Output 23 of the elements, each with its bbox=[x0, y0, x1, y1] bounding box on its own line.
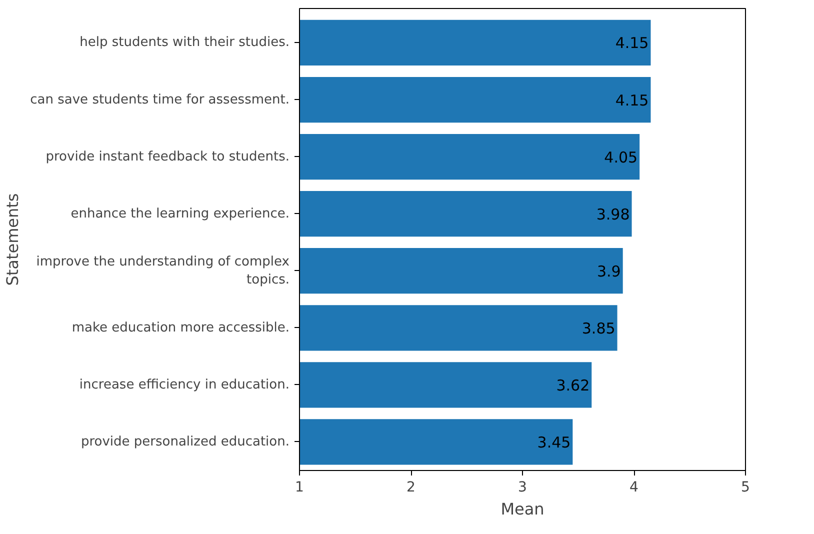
x-tick-label: 5 bbox=[741, 480, 750, 496]
y-tick-label: make education more accessible. bbox=[72, 320, 290, 336]
y-tick-label: can save students time for assessment. bbox=[30, 92, 290, 108]
y-axis-title: Statements bbox=[3, 193, 22, 286]
x-tick-label: 2 bbox=[406, 480, 416, 496]
data-label: 3.85 bbox=[582, 319, 616, 338]
x-tick-label: 3 bbox=[518, 480, 527, 496]
y-tick-label: increase efficiency in education. bbox=[79, 377, 290, 392]
data-label: 3.9 bbox=[596, 262, 621, 280]
y-tick-label: provide personalized education. bbox=[80, 434, 290, 450]
data-label: 3.62 bbox=[556, 376, 590, 394]
data-label: 4.05 bbox=[604, 148, 638, 166]
data-label: 4.15 bbox=[615, 34, 649, 52]
x-tick-label: 1 bbox=[295, 480, 304, 496]
x-tick-label: 4 bbox=[630, 480, 639, 496]
y-tick-label: improve the understanding of complex topics. bbox=[36, 254, 290, 288]
y-tick-label: enhance the learning experience. bbox=[70, 206, 290, 222]
x-axis-title: Mean bbox=[500, 500, 544, 518]
data-label: 3.45 bbox=[537, 433, 571, 452]
y-tick-label: provide instant feedback to students. bbox=[46, 149, 290, 164]
y-tick-label: help students with their studies. bbox=[80, 35, 290, 50]
data-label: 4.15 bbox=[615, 91, 649, 110]
data-label: 3.98 bbox=[596, 205, 630, 224]
